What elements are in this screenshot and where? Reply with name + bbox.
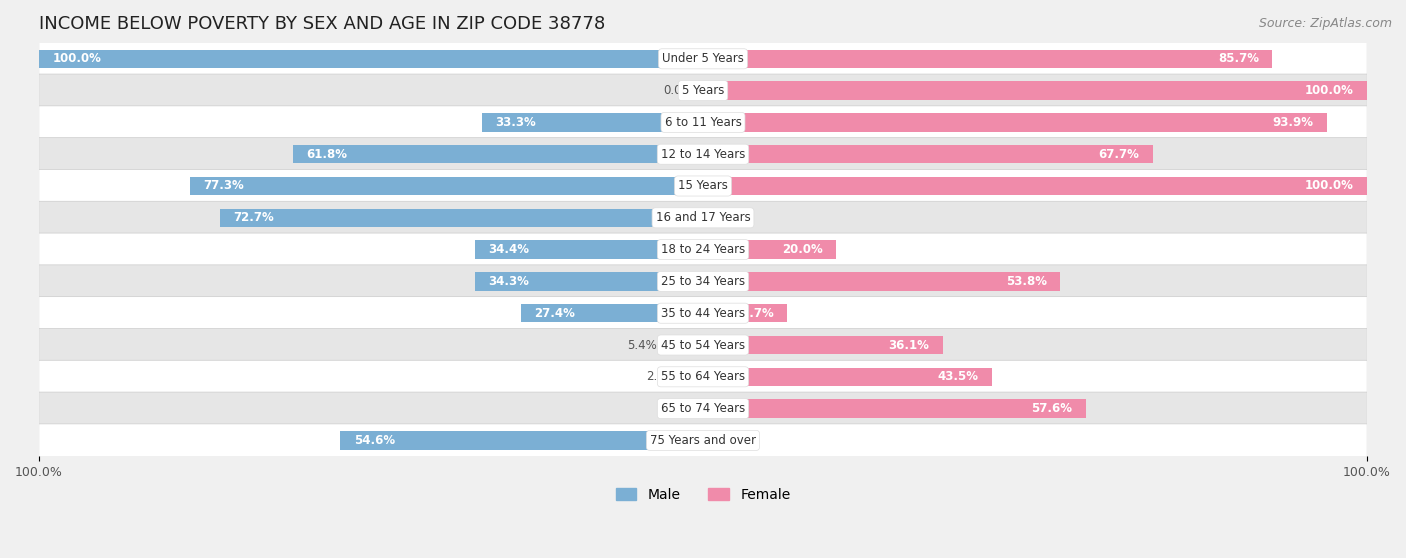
Text: 34.3%: 34.3% xyxy=(488,275,530,288)
Text: 45 to 54 Years: 45 to 54 Years xyxy=(661,339,745,352)
Text: 100.0%: 100.0% xyxy=(1305,84,1354,97)
FancyBboxPatch shape xyxy=(39,106,1367,139)
Bar xyxy=(522,304,703,323)
Text: 75 Years and over: 75 Years and over xyxy=(650,434,756,447)
Bar xyxy=(666,336,703,354)
Bar xyxy=(703,145,1153,163)
FancyBboxPatch shape xyxy=(39,297,1367,330)
Text: 54.6%: 54.6% xyxy=(354,434,395,447)
FancyBboxPatch shape xyxy=(39,138,1367,171)
Text: Under 5 Years: Under 5 Years xyxy=(662,52,744,65)
Text: 43.5%: 43.5% xyxy=(938,371,979,383)
Bar xyxy=(703,240,835,259)
Text: 72.7%: 72.7% xyxy=(233,211,274,224)
Bar xyxy=(39,50,703,68)
Text: 65 to 74 Years: 65 to 74 Years xyxy=(661,402,745,415)
Bar xyxy=(686,368,703,386)
FancyBboxPatch shape xyxy=(39,42,1367,75)
FancyBboxPatch shape xyxy=(39,201,1367,234)
Bar xyxy=(703,177,1367,195)
FancyBboxPatch shape xyxy=(39,360,1367,393)
Text: 2.6%: 2.6% xyxy=(645,371,676,383)
Text: 85.7%: 85.7% xyxy=(1218,52,1258,65)
Bar xyxy=(703,272,1060,291)
Text: 33.3%: 33.3% xyxy=(495,116,536,129)
Bar xyxy=(482,113,703,132)
Text: 55 to 64 Years: 55 to 64 Years xyxy=(661,371,745,383)
Bar xyxy=(292,145,703,163)
FancyBboxPatch shape xyxy=(39,265,1367,298)
Bar xyxy=(475,240,703,259)
Text: 15 Years: 15 Years xyxy=(678,180,728,193)
Bar xyxy=(703,400,1085,418)
Text: 0.0%: 0.0% xyxy=(664,402,693,415)
Bar xyxy=(340,431,703,450)
Text: INCOME BELOW POVERTY BY SEX AND AGE IN ZIP CODE 38778: INCOME BELOW POVERTY BY SEX AND AGE IN Z… xyxy=(39,15,605,33)
Text: 27.4%: 27.4% xyxy=(534,307,575,320)
Text: 34.4%: 34.4% xyxy=(488,243,529,256)
Text: 0.0%: 0.0% xyxy=(713,434,742,447)
Bar xyxy=(703,304,787,323)
Bar xyxy=(703,113,1326,132)
FancyBboxPatch shape xyxy=(39,329,1367,362)
Text: 100.0%: 100.0% xyxy=(1305,180,1354,193)
Text: 20.0%: 20.0% xyxy=(782,243,823,256)
Text: 0.0%: 0.0% xyxy=(664,84,693,97)
Bar xyxy=(475,272,703,291)
FancyBboxPatch shape xyxy=(39,392,1367,425)
Text: 67.7%: 67.7% xyxy=(1098,148,1139,161)
Bar xyxy=(703,81,1367,100)
FancyBboxPatch shape xyxy=(39,74,1367,107)
Text: 5.4%: 5.4% xyxy=(627,339,657,352)
Bar xyxy=(703,368,991,386)
Text: 5 Years: 5 Years xyxy=(682,84,724,97)
Text: 25 to 34 Years: 25 to 34 Years xyxy=(661,275,745,288)
Text: 35 to 44 Years: 35 to 44 Years xyxy=(661,307,745,320)
Text: Source: ZipAtlas.com: Source: ZipAtlas.com xyxy=(1258,17,1392,30)
Text: 12.7%: 12.7% xyxy=(734,307,775,320)
Text: 77.3%: 77.3% xyxy=(202,180,243,193)
Text: 36.1%: 36.1% xyxy=(889,339,929,352)
Text: 6 to 11 Years: 6 to 11 Years xyxy=(665,116,741,129)
Bar xyxy=(703,50,1272,68)
Text: 53.8%: 53.8% xyxy=(1005,275,1047,288)
Text: 18 to 24 Years: 18 to 24 Years xyxy=(661,243,745,256)
Legend: Male, Female: Male, Female xyxy=(610,482,796,507)
Bar xyxy=(221,209,703,227)
FancyBboxPatch shape xyxy=(39,424,1367,457)
Text: 12 to 14 Years: 12 to 14 Years xyxy=(661,148,745,161)
Text: 100.0%: 100.0% xyxy=(52,52,101,65)
Text: 61.8%: 61.8% xyxy=(307,148,347,161)
Bar xyxy=(190,177,703,195)
Text: 16 and 17 Years: 16 and 17 Years xyxy=(655,211,751,224)
Bar xyxy=(703,336,943,354)
Text: 57.6%: 57.6% xyxy=(1031,402,1073,415)
FancyBboxPatch shape xyxy=(39,170,1367,203)
Text: 0.0%: 0.0% xyxy=(713,211,742,224)
Text: 93.9%: 93.9% xyxy=(1272,116,1313,129)
FancyBboxPatch shape xyxy=(39,233,1367,266)
